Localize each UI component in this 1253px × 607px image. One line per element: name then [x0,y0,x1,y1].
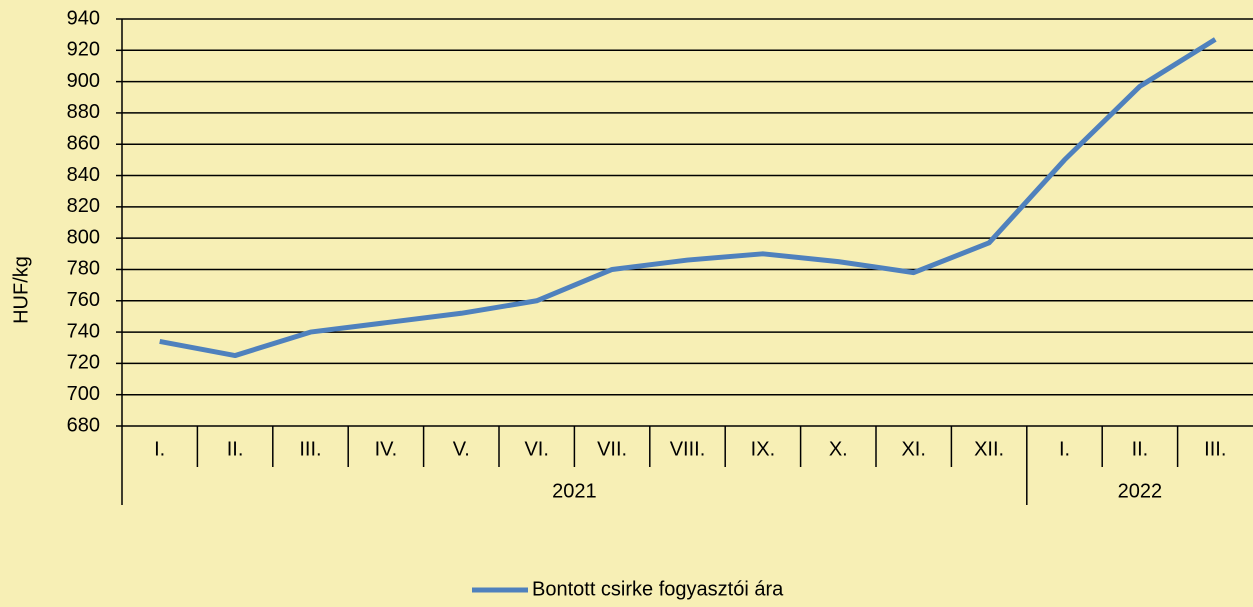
y-tick-label: 840 [67,164,100,186]
x-tick-label: X. [829,438,848,460]
y-tick-label: 800 [67,226,100,248]
y-tick-label: 760 [67,289,100,311]
y-tick-label: 720 [67,352,100,374]
x-tick-label: I. [1059,438,1070,460]
x-tick-label: V. [453,438,470,460]
y-tick-label: 820 [67,195,100,217]
group-label: 2022 [1118,480,1163,502]
y-tick-label: 880 [67,101,100,123]
y-tick-label: 900 [67,70,100,92]
x-tick-label: XI. [901,438,925,460]
x-tick-label: IV. [375,438,398,460]
y-tick-label: 740 [67,320,100,342]
y-tick-label: 700 [67,383,100,405]
x-tick-label: II. [1132,438,1149,460]
y-tick-label: 680 [67,414,100,436]
x-tick-label: IX. [751,438,775,460]
group-label: 2021 [552,480,597,502]
y-axis-label: HUF/kg [10,256,32,324]
y-tick-label: 920 [67,39,100,61]
y-tick-label: 780 [67,258,100,280]
data-line [159,37,1217,359]
x-tick-label: III. [1204,438,1226,460]
x-tick-label: I. [154,438,165,460]
y-tick-label: 940 [67,7,100,29]
legend-label: Bontott csirke fogyasztói ára [532,578,784,600]
x-tick-label: VI. [524,438,548,460]
x-tick-label: II. [227,438,244,460]
x-tick-label: VII. [597,438,627,460]
x-tick-label: XII. [974,438,1004,460]
x-tick-label: III. [299,438,321,460]
y-tick-label: 860 [67,133,100,155]
x-tick-label: VIII. [670,438,706,460]
